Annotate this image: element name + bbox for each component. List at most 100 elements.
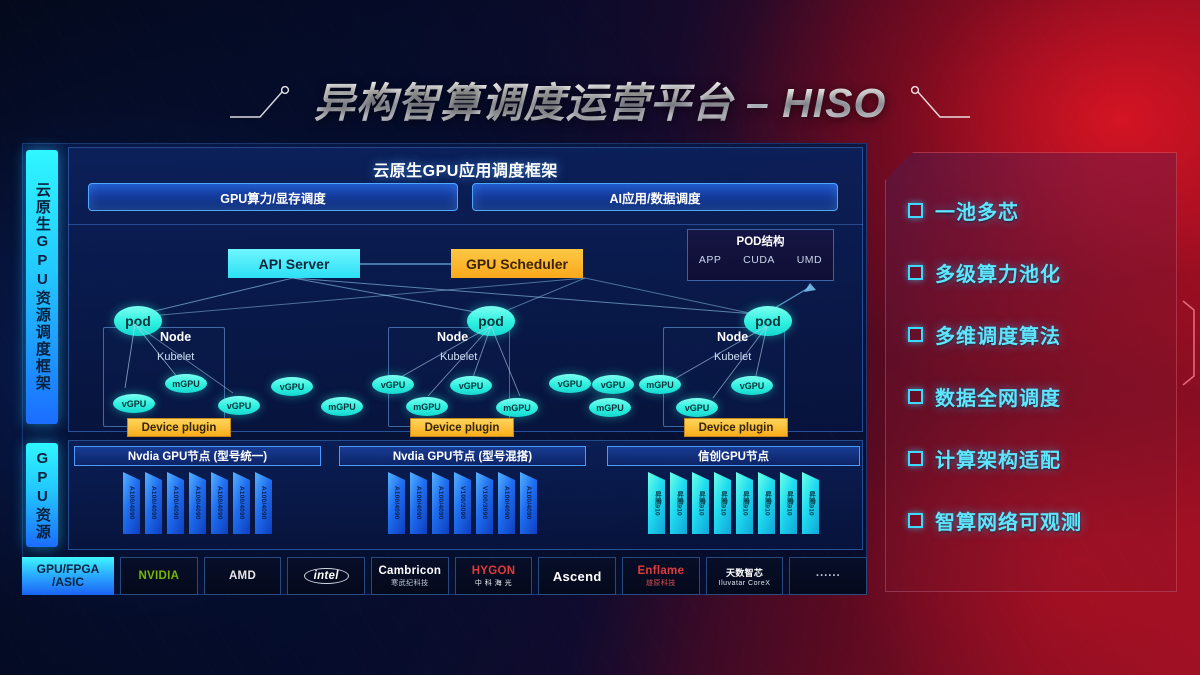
feature-item-2: 多维调度算法 (908, 303, 1176, 365)
gpu-card-label: A100/4090 (415, 486, 422, 520)
vendor-category-line1: GPU/FPGA (36, 562, 100, 577)
gpu-card[interactable]: A100/4090 (233, 472, 250, 534)
gpu-card-label: A100/4090 (172, 486, 179, 520)
gpu-node-group-1-title: Nvdia GPU节点 (型号统一) (74, 446, 321, 466)
node-label-2: Node (437, 330, 469, 344)
gpu-card[interactable]: 昇腾910 (736, 472, 753, 534)
node-label-1: Node (160, 330, 192, 344)
title-block: 异构智算调度运营平台 – HISO (0, 68, 1200, 130)
gpu-card[interactable]: A100/4090 (410, 472, 427, 534)
gpu-card[interactable]: A100/4090 (189, 472, 206, 534)
device-plugin-2[interactable]: Device plugin (410, 418, 514, 437)
kubelet-label-1: Kubelet (157, 351, 195, 363)
vendor-cambricon[interactable]: Cambricon 寒武纪科技 (371, 557, 449, 595)
gpu-card-list-3: 昇腾910 昇腾910 昇腾910 昇腾910 昇腾910 昇腾910 昇腾91… (611, 472, 856, 536)
sidebar-tab-framework: 云原生GPU资源调度框架 (26, 150, 58, 424)
gpu-card[interactable]: A100/4090 (498, 472, 515, 534)
gpu-card[interactable]: A100/4090 (167, 472, 184, 534)
gpu-node-2-0[interactable]: vGPU (372, 375, 414, 394)
gpu-node-group-3-title: 信创GPU节点 (607, 446, 860, 466)
gpu-card[interactable]: 昇腾910 (714, 472, 731, 534)
pod-node-1[interactable]: pod (114, 306, 162, 336)
pod-node-2[interactable]: pod (467, 306, 515, 336)
gpu-node-2-1[interactable]: mGPU (406, 397, 448, 416)
gpu-card[interactable]: A100/4090 (145, 472, 162, 534)
vendor-enflame-sub: 燧原科技 (645, 579, 676, 587)
gpu-card[interactable]: A100/4090 (211, 472, 228, 534)
gpu-card[interactable]: A100/4090 (388, 472, 405, 534)
checkbox-icon (908, 264, 923, 280)
gpu-card[interactable]: A100/4090 (123, 472, 140, 534)
pod-node-3[interactable]: pod (744, 306, 792, 336)
gpu-card[interactable]: 昇腾910 (780, 472, 797, 534)
gpu-card[interactable]: A100/4090 (255, 472, 272, 534)
vendor-logo-strip: GPU/FPGA /ASIC NVIDIA AMD intel Cambrico… (22, 557, 868, 595)
gpu-card-label: 昇腾910 (741, 490, 749, 516)
gpu-node-group-2: Nvdia GPU节点 (型号混搭) A100/4090 A100/4090 A… (339, 446, 586, 546)
vendor-enflame-name: Enflame (637, 564, 685, 577)
panel-title: 云原生GPU应用调度框架 (373, 163, 558, 180)
vendor-enflame[interactable]: Enflame 燧原科技 (622, 557, 700, 595)
right-bracket-decoration (1182, 300, 1196, 391)
gpu-node-1-2[interactable]: vGPU (218, 396, 260, 415)
gpu-scheduler-box[interactable]: GPU Scheduler (451, 249, 583, 278)
feature-label: 数据全网调度 (935, 387, 1061, 410)
gpu-node-3-2[interactable]: vGPU (731, 376, 773, 395)
gpu-card-label: A100/4090 (437, 486, 444, 520)
pod-structure-box: POD结构 APP CUDA UMD (687, 229, 834, 281)
gpu-card-label: A100/4090 (238, 486, 245, 520)
feature-item-1: 多级算力池化 (908, 241, 1176, 303)
vendor-hygon[interactable]: HYGON 中 科 海 光 (454, 557, 533, 595)
gpu-node-group-1: Nvdia GPU节点 (型号统一) A100/4090 A100/4090 A… (74, 446, 321, 546)
vendor-nvidia-name: NVIDIA (138, 570, 180, 582)
gpu-card[interactable]: V100/3090 (454, 472, 471, 534)
feature-item-4: 计算架构适配 (908, 427, 1176, 489)
gpu-card[interactable]: 昇腾910 (758, 472, 775, 534)
api-server-box[interactable]: API Server (228, 249, 360, 278)
gpu-card[interactable]: V100/3090 (476, 472, 493, 534)
pill-gpu-compute-memory[interactable]: GPU算力/显存调度 (88, 183, 458, 211)
vendor-nvidia[interactable]: NVIDIA (120, 557, 198, 595)
panel-divider (68, 224, 863, 225)
vendor-iluvatar-sub: Iluvatar CoreX (718, 579, 771, 587)
gpu-node-1-0[interactable]: vGPU (113, 394, 155, 413)
gpu-card[interactable]: 昇腾910 (648, 472, 665, 534)
vendor-more[interactable]: ······ (789, 557, 868, 595)
title-right-decoration (902, 86, 971, 120)
gpu-node-3-3[interactable]: mGPU (589, 398, 631, 417)
gpu-node-1-1[interactable]: mGPU (165, 374, 207, 393)
feature-list-panel: 一池多芯 多级算力池化 多维调度算法 数据全网调度 计算架构适配 智算网络可观测 (885, 152, 1177, 592)
vendor-category-line2: /ASIC (51, 575, 84, 589)
gpu-node-3-0[interactable]: mGPU (639, 375, 681, 394)
vendor-intel[interactable]: intel (287, 557, 366, 595)
gpu-node-2-4[interactable]: vGPU (549, 374, 591, 393)
checkbox-icon (908, 326, 923, 342)
gpu-node-1-3[interactable]: vGPU (271, 377, 313, 396)
gpu-card-label: V100/3090 (481, 486, 488, 520)
gpu-node-2-3[interactable]: mGPU (496, 398, 538, 417)
gpu-card[interactable]: 昇腾910 (802, 472, 819, 534)
gpu-node-3-4[interactable]: vGPU (592, 375, 634, 394)
pill-ai-app-data[interactable]: AI应用/数据调度 (472, 183, 838, 211)
gpu-node-3-1[interactable]: vGPU (676, 398, 718, 417)
gpu-card[interactable]: 昇腾910 (670, 472, 687, 534)
vendor-amd[interactable]: AMD (203, 557, 282, 595)
checkbox-icon (908, 388, 923, 404)
device-plugin-3[interactable]: Device plugin (684, 418, 788, 437)
feature-item-3: 数据全网调度 (908, 365, 1176, 427)
vendor-ascend[interactable]: Ascend (538, 557, 617, 595)
gpu-card[interactable]: A100/4090 (432, 472, 449, 534)
gpu-card-label: 昇腾910 (719, 490, 727, 516)
gpu-card[interactable]: 昇腾910 (692, 472, 709, 534)
sidebar-tab-gpu-resource-label: GPU资源 (33, 449, 51, 541)
gpu-card-label: 昇腾910 (653, 490, 661, 516)
checkbox-icon (908, 202, 923, 218)
gpu-card[interactable]: A100/4090 (520, 472, 537, 534)
vendor-cambricon-name: Cambricon (378, 564, 442, 577)
device-plugin-1[interactable]: Device plugin (127, 418, 231, 437)
gpu-node-1-4[interactable]: mGPU (321, 397, 363, 416)
gpu-node-2-2[interactable]: vGPU (450, 376, 492, 395)
gpu-card-list-1: A100/4090 A100/4090 A100/4090 A100/4090 … (78, 472, 317, 536)
vendor-iluvatar[interactable]: 天数智芯 Iluvatar CoreX (705, 557, 784, 595)
